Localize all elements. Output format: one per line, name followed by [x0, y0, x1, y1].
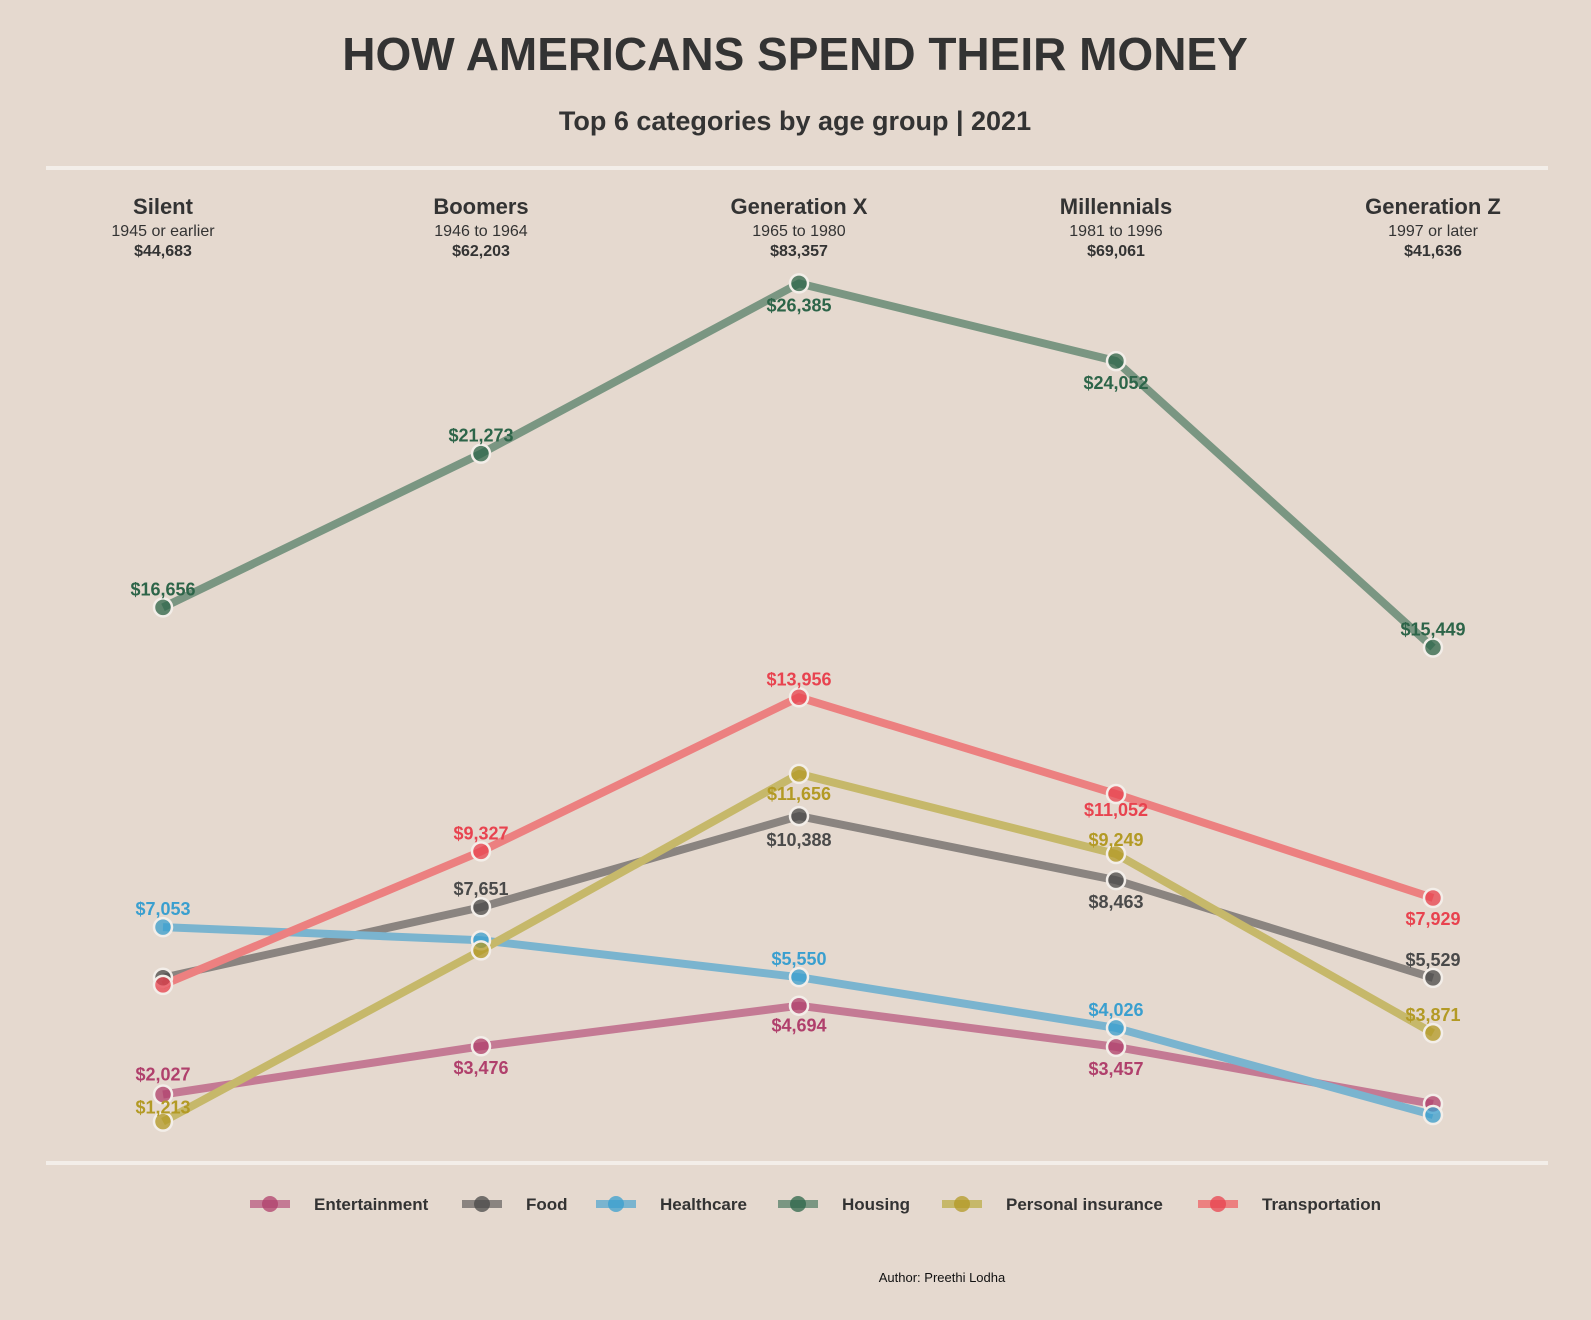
point-transportation [152, 974, 174, 996]
point-personal-insurance [152, 1111, 174, 1132]
point-food [1422, 967, 1444, 989]
legend-item-healthcare: Healthcare [596, 1195, 747, 1214]
point-food [1105, 869, 1127, 891]
point-personal-insurance [470, 940, 492, 961]
legend-label: Personal insurance [1006, 1195, 1163, 1214]
point-healthcare [152, 916, 174, 938]
category-years: 1997 or later [1388, 223, 1479, 240]
category-years: 1981 to 1996 [1069, 223, 1163, 240]
category-years: 1946 to 1964 [434, 223, 528, 240]
legend-item-personal-insurance: Personal insurance [942, 1195, 1163, 1214]
point-housing [1422, 637, 1444, 658]
legend-marker-icon [608, 1196, 624, 1212]
legend-item-food: Food [462, 1195, 568, 1214]
data-label-personal-insurance: $9,249 [1088, 830, 1143, 850]
data-label-housing: $21,273 [448, 426, 513, 446]
legend-label: Housing [842, 1195, 910, 1214]
category-years: 1945 or earlier [111, 223, 215, 240]
point-entertainment [470, 1035, 492, 1057]
series-line-housing [161, 279, 1436, 651]
category-name: Boomers [433, 194, 528, 219]
category-years: 1965 to 1980 [752, 223, 846, 240]
point-healthcare [1105, 1017, 1127, 1039]
point-transportation [1422, 887, 1444, 909]
legend-label: Entertainment [314, 1195, 429, 1214]
legend-item-entertainment: Entertainment [250, 1195, 429, 1214]
point-transportation [470, 841, 492, 862]
legend-item-housing: Housing [778, 1195, 910, 1214]
category-name: Silent [133, 194, 194, 219]
data-label-food: $5,529 [1405, 950, 1460, 970]
category-total: $44,683 [134, 243, 192, 260]
category-total: $62,203 [452, 243, 510, 260]
legend-marker-icon [262, 1196, 278, 1212]
point-entertainment [788, 995, 810, 1016]
category-total: $83,357 [770, 243, 828, 260]
data-label-entertainment: $4,694 [771, 1016, 826, 1036]
point-personal-insurance [1105, 843, 1127, 865]
legend-item-transportation: Transportation [1198, 1195, 1381, 1214]
legend-marker-icon [954, 1196, 970, 1212]
data-label-entertainment: $3,476 [453, 1058, 508, 1078]
data-label-healthcare: $5,550 [771, 949, 826, 969]
legend-marker-icon [474, 1196, 490, 1212]
data-label-personal-insurance: $3,871 [1405, 1005, 1460, 1025]
point-entertainment [152, 1084, 174, 1105]
data-label-personal-insurance: $11,656 [767, 784, 831, 804]
chart-subtitle: Top 6 categories by age group | 2021 [559, 106, 1031, 136]
data-label-entertainment: $2,027 [135, 1065, 190, 1085]
data-label-housing: $24,052 [1083, 373, 1148, 393]
data-label-entertainment: $3,457 [1088, 1059, 1143, 1079]
point-transportation [788, 687, 810, 708]
data-label-healthcare: $7,053 [135, 899, 190, 919]
point-entertainment [1105, 1036, 1127, 1058]
point-housing [152, 597, 174, 618]
legend-marker-icon [790, 1196, 806, 1212]
data-label-housing: $16,656 [130, 579, 195, 599]
chart-title: HOW AMERICANS SPEND THEIR MONEY [342, 28, 1248, 80]
point-food [788, 805, 810, 827]
point-housing [470, 443, 492, 464]
data-label-transportation: $11,052 [1084, 800, 1148, 820]
point-healthcare [788, 966, 810, 988]
point-food [470, 896, 492, 918]
category-name: Millennials [1060, 194, 1172, 219]
data-label-transportation: $7,929 [1405, 909, 1460, 929]
data-label-food: $7,651 [453, 879, 508, 899]
data-label-transportation: $13,956 [766, 669, 831, 689]
category-total: $69,061 [1087, 243, 1145, 260]
point-housing [1105, 350, 1127, 372]
data-label-healthcare: $4,026 [1088, 1000, 1143, 1020]
legend-label: Transportation [1262, 1195, 1381, 1214]
legend-label: Food [526, 1195, 568, 1214]
data-label-housing: $15,449 [1400, 620, 1465, 640]
category-total: $41,636 [1404, 243, 1462, 260]
data-label-food: $8,463 [1088, 892, 1143, 912]
point-healthcare [1422, 1104, 1444, 1126]
author-credit: Author: Preethi Lodha [879, 1270, 1006, 1285]
category-name: Generation Z [1365, 194, 1501, 219]
point-housing [788, 273, 810, 294]
data-label-food: $10,388 [766, 830, 831, 850]
point-personal-insurance [788, 763, 810, 785]
data-label-housing: $26,385 [766, 295, 831, 315]
legend-marker-icon [1210, 1196, 1226, 1212]
data-label-personal-insurance: $1,213 [135, 1098, 190, 1118]
point-personal-insurance [1422, 1022, 1444, 1044]
legend-label: Healthcare [660, 1195, 747, 1214]
data-label-transportation: $9,327 [453, 823, 508, 843]
point-transportation [1105, 783, 1127, 805]
category-name: Generation X [731, 194, 868, 219]
